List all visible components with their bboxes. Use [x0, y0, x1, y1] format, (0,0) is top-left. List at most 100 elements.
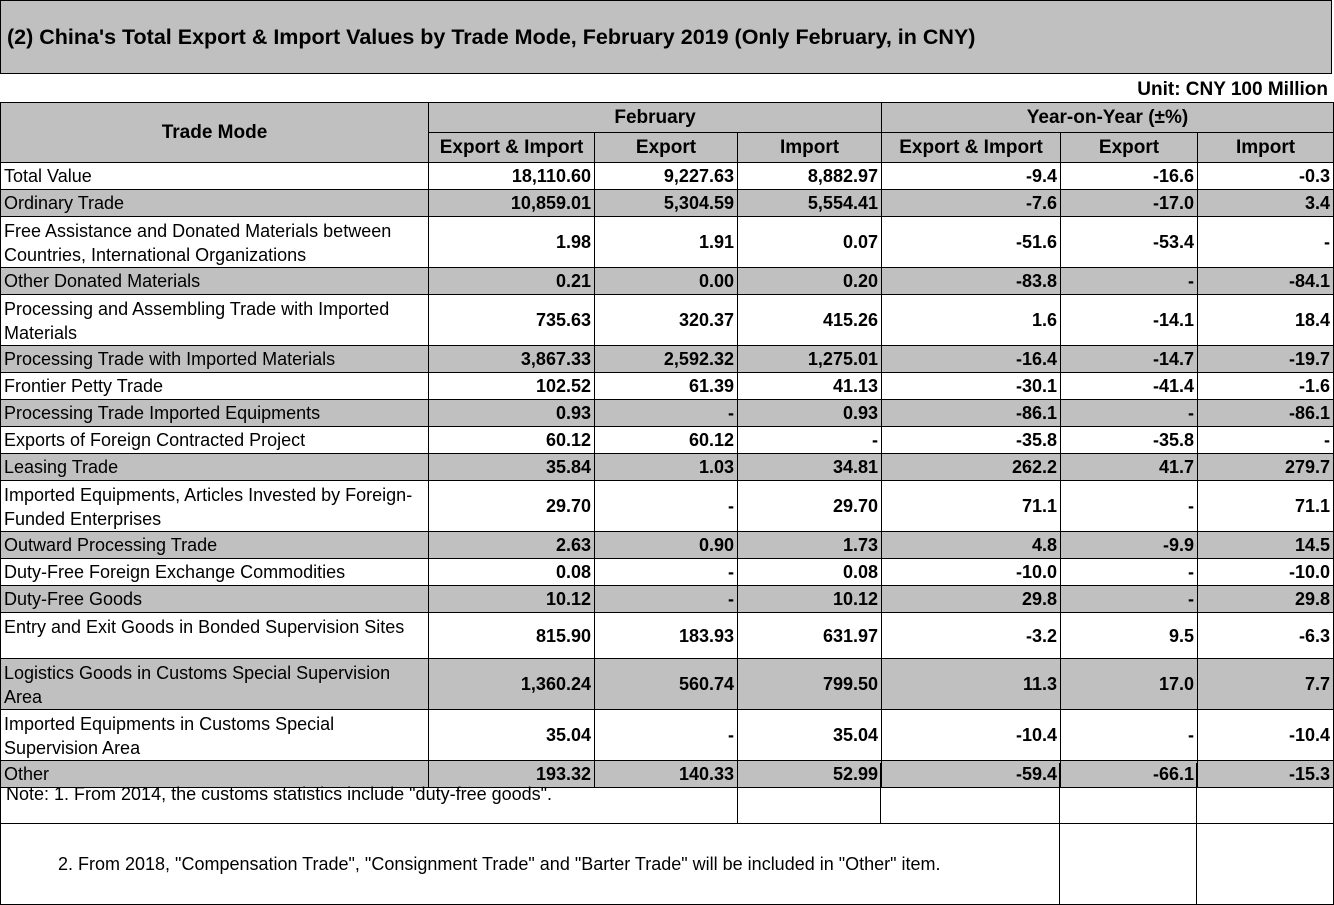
value-cell: 0.93 — [737, 399, 882, 427]
header-february: February — [428, 102, 882, 133]
value-cell: 41.13 — [737, 372, 882, 400]
value-cell: 10,859.01 — [428, 189, 595, 217]
header-yoy: Year-on-Year (±%) — [881, 102, 1334, 133]
value-cell: 0.08 — [428, 558, 595, 586]
value-cell: 11.3 — [881, 658, 1061, 710]
title-bar: (2) China's Total Export & Import Values… — [0, 0, 1332, 74]
table-row: Exports of Foreign Contracted Project 60.… — [0, 426, 1334, 454]
value-cell: 29.70 — [737, 480, 882, 532]
value-cell: - — [594, 558, 738, 586]
value-cell: 0.08 — [737, 558, 882, 586]
value-cell: 631.97 — [737, 612, 882, 659]
value-cell: -83.8 — [881, 267, 1061, 295]
value-cell: -84.1 — [1197, 267, 1334, 295]
trade-mode-cell: Duty-Free Goods — [0, 585, 429, 613]
value-cell: 560.74 — [594, 658, 738, 710]
table-row: Other Donated Materials 0.21 0.00 0.20 -83.8… — [0, 267, 1334, 295]
value-cell: 35.84 — [428, 453, 595, 481]
trade-mode-cell: Entry and Exit Goods in Bonded Supervisi… — [0, 612, 429, 659]
value-cell: -10.0 — [881, 558, 1061, 586]
value-cell: 0.90 — [594, 531, 738, 559]
value-cell: 0.93 — [428, 399, 595, 427]
value-cell: 279.7 — [1197, 453, 1334, 481]
value-cell: 4.8 — [881, 531, 1061, 559]
value-cell: -35.8 — [881, 426, 1061, 454]
trade-mode-cell: Free Assistance and Donated Materials be… — [0, 216, 429, 268]
value-cell: -59.4 — [881, 760, 1061, 788]
subheader-yoy-export-import: Export & Import — [881, 132, 1061, 163]
value-cell: 9.5 — [1060, 612, 1198, 659]
value-cell: 10.12 — [737, 585, 882, 613]
value-cell: -6.3 — [1197, 612, 1334, 659]
value-cell: 71.1 — [1197, 480, 1334, 532]
trade-mode-cell: Duty-Free Foreign Exchange Commodities — [0, 558, 429, 586]
value-cell: - — [737, 426, 882, 454]
value-cell: -10.4 — [881, 709, 1061, 761]
value-cell: 8,882.97 — [737, 162, 882, 190]
value-cell: 2.63 — [428, 531, 595, 559]
value-cell: -7.6 — [881, 189, 1061, 217]
value-cell: -15.3 — [1197, 760, 1334, 788]
value-cell: -3.2 — [881, 612, 1061, 659]
table-title: (2) China's Total Export & Import Values… — [7, 25, 976, 49]
value-cell: 41.7 — [1060, 453, 1198, 481]
value-cell: -9.4 — [881, 162, 1061, 190]
trade-mode-cell: Processing Trade with Imported Materials — [0, 345, 429, 373]
table-row: Other 193.32 140.33 52.99 -59.4 -66.1 -15.3 — [0, 760, 1334, 788]
trade-mode-cell: Imported Equipments in Customs Special S… — [0, 709, 429, 761]
table-row: Duty-Free Foreign Exchange Commodities 0.… — [0, 558, 1334, 586]
table-row: Ordinary Trade 10,859.01 5,304.59 5,554.41-… — [0, 189, 1334, 217]
value-cell: 60.12 — [428, 426, 595, 454]
value-cell: - — [1060, 480, 1198, 532]
value-cell: 0.20 — [737, 267, 882, 295]
value-cell: 29.8 — [1197, 585, 1334, 613]
value-cell: 17.0 — [1060, 658, 1198, 710]
value-cell: 5,554.41 — [737, 189, 882, 217]
value-cell: -14.1 — [1060, 294, 1198, 346]
subheader-feb-export-import: Export & Import — [428, 132, 595, 163]
value-cell: 3,867.33 — [428, 345, 595, 373]
value-cell: -86.1 — [881, 399, 1061, 427]
trade-mode-cell: Logistics Goods in Customs Special Super… — [0, 658, 429, 710]
table-row: Outward Processing Trade 2.63 0.90 1.73 4.8-… — [0, 531, 1334, 559]
value-cell: - — [1060, 399, 1198, 427]
value-cell: 262.2 — [881, 453, 1061, 481]
value-cell: 1,275.01 — [737, 345, 882, 373]
value-cell: 10.12 — [428, 585, 595, 613]
value-cell: 815.90 — [428, 612, 595, 659]
value-cell: -30.1 — [881, 372, 1061, 400]
subheader-yoy-import: Import — [1197, 132, 1334, 163]
value-cell: 320.37 — [594, 294, 738, 346]
value-cell: 18,110.60 — [428, 162, 595, 190]
table-row: Leasing Trade 35.84 1.03 34.81 262.2 41.7 279.… — [0, 453, 1334, 481]
value-cell: -9.9 — [1060, 531, 1198, 559]
value-cell: - — [1060, 585, 1198, 613]
value-cell: 183.93 — [594, 612, 738, 659]
table-row: Processing Trade with Imported Materials… — [0, 345, 1334, 373]
value-cell: 29.8 — [881, 585, 1061, 613]
value-cell: -1.6 — [1197, 372, 1334, 400]
trade-mode-cell: Outward Processing Trade — [0, 531, 429, 559]
subheader-feb-export: Export — [594, 132, 738, 163]
value-cell: -19.7 — [1197, 345, 1334, 373]
value-cell: - — [1197, 216, 1334, 268]
value-cell: - — [1060, 709, 1198, 761]
trade-mode-cell: Other Donated Materials — [0, 267, 429, 295]
unit-label: Unit: CNY 100 Million — [1137, 79, 1328, 100]
table-row: Total Value 18,110.60 9,227.63 8,882.97 -9.4… — [0, 162, 1334, 190]
table-row: Entry and Exit Goods in Bonded Supervisi… — [0, 612, 1334, 659]
value-cell: - — [594, 480, 738, 532]
value-cell: 1.6 — [881, 294, 1061, 346]
value-cell: 14.5 — [1197, 531, 1334, 559]
value-cell: -53.4 — [1060, 216, 1198, 268]
value-cell: - — [1060, 267, 1198, 295]
value-cell: -51.6 — [881, 216, 1061, 268]
value-cell: 1.73 — [737, 531, 882, 559]
value-cell: - — [1197, 426, 1334, 454]
trade-table: Trade Mode February Year-on-Year (±%) Ex… — [0, 102, 1334, 788]
value-cell: 1.03 — [594, 453, 738, 481]
value-cell: - — [594, 399, 738, 427]
value-cell: -86.1 — [1197, 399, 1334, 427]
value-cell: -35.8 — [1060, 426, 1198, 454]
value-cell: 5,304.59 — [594, 189, 738, 217]
